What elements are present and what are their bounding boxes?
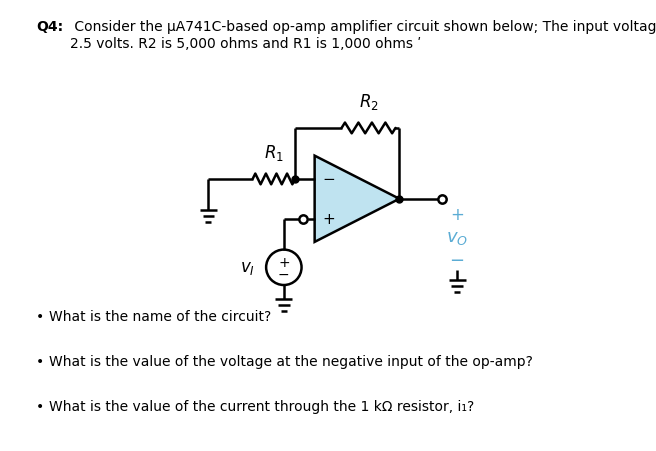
Polygon shape — [315, 156, 400, 242]
Text: +: + — [450, 206, 464, 224]
Text: $R_2$: $R_2$ — [359, 92, 379, 112]
Text: +: + — [322, 212, 335, 226]
Text: What is the value of the current through the 1 kΩ resistor, i₁?: What is the value of the current through… — [49, 399, 474, 413]
Text: −: − — [278, 267, 290, 281]
Text: What is the name of the circuit?: What is the name of the circuit? — [49, 309, 272, 323]
Text: •: • — [36, 309, 45, 323]
Text: $R_1$: $R_1$ — [264, 143, 284, 163]
Text: Consider the μA741C-based op-amp amplifier circuit shown below; The input voltag: Consider the μA741C-based op-amp amplifi… — [70, 20, 656, 51]
Text: −: − — [322, 172, 335, 187]
Text: −: − — [449, 252, 464, 270]
Text: $v_I$: $v_I$ — [239, 259, 255, 276]
Text: What is the value of the voltage at the negative input of the op-amp?: What is the value of the voltage at the … — [49, 354, 533, 368]
Text: $v_O$: $v_O$ — [446, 229, 468, 247]
Text: •: • — [36, 354, 45, 368]
Text: Q4:: Q4: — [36, 20, 63, 34]
Text: +: + — [278, 255, 290, 269]
Text: •: • — [36, 399, 45, 413]
